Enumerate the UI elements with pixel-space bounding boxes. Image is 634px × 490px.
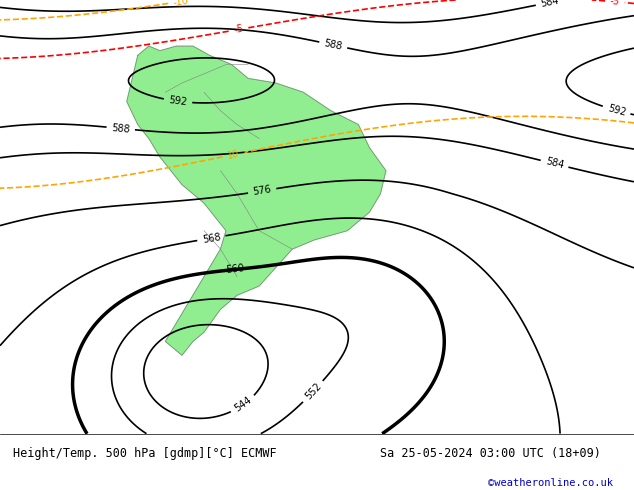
Text: Sa 25-05-2024 03:00 UTC (18+09): Sa 25-05-2024 03:00 UTC (18+09) xyxy=(380,447,601,460)
Text: Height/Temp. 500 hPa [gdmp][°C] ECMWF: Height/Temp. 500 hPa [gdmp][°C] ECMWF xyxy=(13,447,276,460)
Text: 576: 576 xyxy=(252,184,272,197)
Text: 10: 10 xyxy=(226,148,240,161)
Text: 560: 560 xyxy=(226,264,245,275)
Text: -5: -5 xyxy=(610,0,620,7)
Text: 568: 568 xyxy=(202,232,221,245)
Text: 588: 588 xyxy=(111,122,131,134)
Text: 588: 588 xyxy=(323,38,344,52)
Text: ©weatheronline.co.uk: ©weatheronline.co.uk xyxy=(488,478,613,488)
Text: 584: 584 xyxy=(545,157,565,171)
Text: 552: 552 xyxy=(303,381,323,402)
Text: 544: 544 xyxy=(233,395,254,414)
Text: 592: 592 xyxy=(168,95,188,107)
Text: -5: -5 xyxy=(233,24,244,35)
Polygon shape xyxy=(127,46,386,355)
Text: 592: 592 xyxy=(606,103,627,118)
Text: -10: -10 xyxy=(172,0,190,8)
Text: 584: 584 xyxy=(540,0,560,9)
